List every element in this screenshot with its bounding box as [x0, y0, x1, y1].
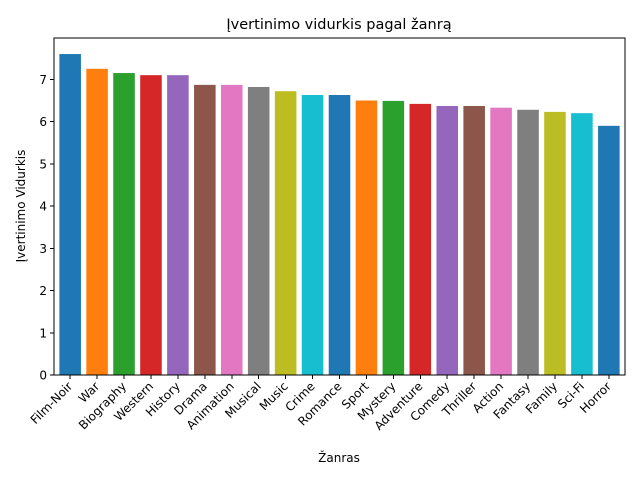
chart-title: Įvertinimo vidurkis pagal žanrą	[226, 17, 451, 33]
bar-drama	[194, 84, 216, 375]
bar-fantasy	[517, 109, 539, 375]
bar-film-noir	[59, 54, 81, 376]
bar-comedy	[436, 105, 459, 376]
bar-thriller	[463, 105, 485, 376]
x-tick-label: Film-Noir	[28, 379, 76, 427]
bar-western	[140, 75, 162, 375]
bar-war	[86, 68, 108, 375]
y-tick-label: 4	[39, 200, 47, 214]
bar-history	[167, 75, 189, 375]
x-axis-ticks: Film-Noir WarBiographyWesternHistoryDrama…	[28, 375, 614, 433]
y-tick-label: 1	[39, 326, 47, 340]
y-axis-label: Įvertinimo Vidurkis	[14, 150, 28, 263]
bar-romance	[328, 95, 351, 375]
y-tick-label: 5	[39, 157, 47, 171]
bar-biography	[113, 73, 135, 376]
bar-crime	[301, 95, 324, 375]
y-tick-label: 2	[39, 284, 47, 298]
bar-musical	[247, 86, 270, 376]
bar-family	[544, 111, 566, 376]
bar-music	[274, 91, 297, 376]
x-tick-label: Horror	[577, 379, 614, 416]
bar-action	[490, 107, 512, 376]
bar-horror	[598, 125, 620, 375]
bar-animation	[220, 84, 243, 375]
y-tick-label: 3	[39, 242, 47, 256]
y-tick-label: 0	[39, 369, 47, 383]
y-tick-label: 6	[39, 115, 47, 129]
bar-sci-fi	[571, 113, 593, 376]
bar-mystery	[382, 100, 405, 376]
y-tick-label: 7	[39, 73, 47, 87]
bars-group	[59, 54, 620, 376]
y-axis-ticks: 0 1 2 3 4 5 6 7	[39, 73, 54, 383]
x-axis-label: Žanras	[318, 450, 360, 465]
bar-adventure	[409, 103, 432, 375]
bar-sport	[355, 100, 378, 375]
plot-frame	[53, 37, 626, 376]
